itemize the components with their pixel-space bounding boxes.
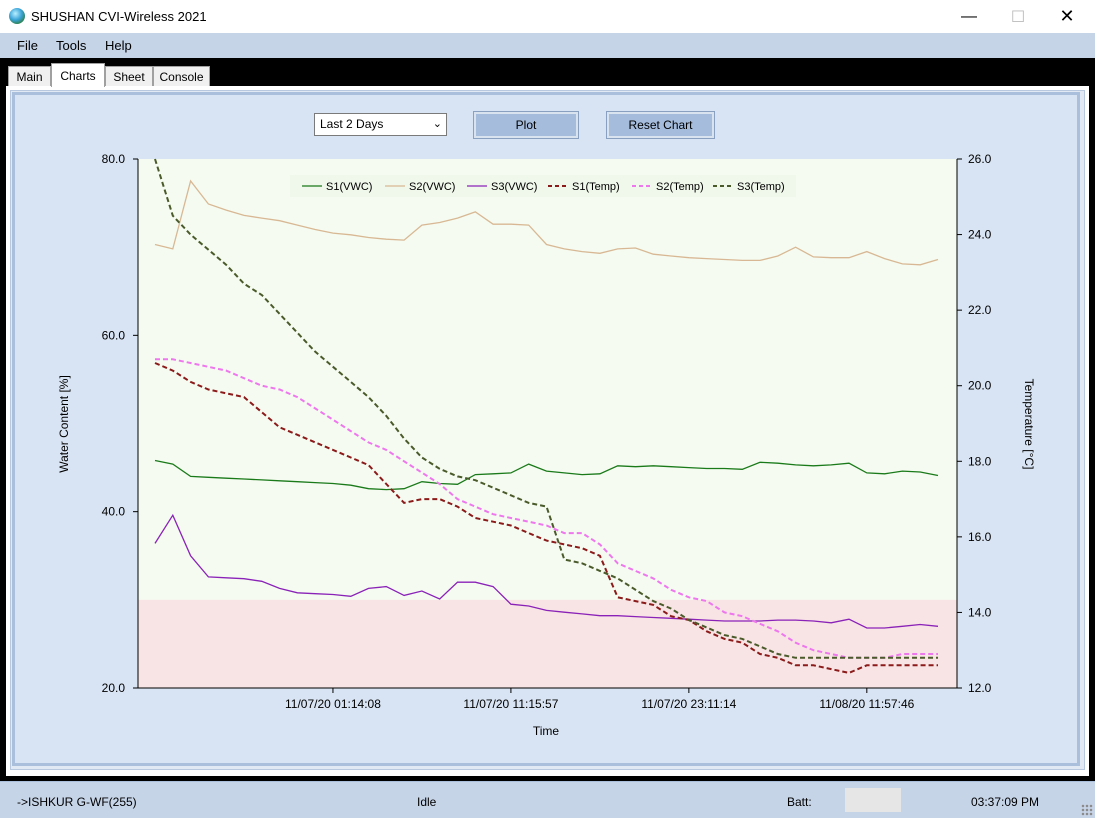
tab-main[interactable]: Main <box>8 66 51 86</box>
x-tick-label: 11/07/20 11:15:57 <box>463 697 558 711</box>
resize-grip-icon[interactable] <box>1081 804 1093 816</box>
state-status: Idle <box>417 795 437 809</box>
title-bar: SHUSHAN CVI-Wireless 2021 — ☐ ✕ <box>0 0 1095 33</box>
x-axis-title: Time <box>533 724 560 738</box>
status-bar: ->ISHKUR G-WF(255) Idle Batt: 03:37:09 P… <box>0 781 1095 818</box>
x-tick-label: 11/07/20 23:11:14 <box>641 697 736 711</box>
battery-label: Batt: <box>787 795 812 809</box>
y2-tick-label: 14.0 <box>968 605 992 619</box>
minimize-button[interactable]: — <box>961 7 977 25</box>
legend-label: S2(VWC) <box>409 181 455 193</box>
window-title: SHUSHAN CVI-Wireless 2021 <box>31 9 207 24</box>
legend-label: S1(VWC) <box>326 181 372 193</box>
series-line-s2-temp <box>155 358 938 659</box>
y2-tick-label: 12.0 <box>968 681 992 695</box>
menu-tools[interactable]: Tools <box>56 38 87 53</box>
legend-label: S3(VWC) <box>491 181 537 193</box>
device-status: ->ISHKUR G-WF(255) <box>17 795 137 809</box>
y2-axis-title: Temperature [°C] <box>1022 379 1036 470</box>
tab-console[interactable]: Console <box>153 66 210 86</box>
y-tick-label: 20.0 <box>102 681 126 695</box>
tab-sheet[interactable]: Sheet <box>105 66 153 86</box>
y-tick-label: 40.0 <box>102 505 126 519</box>
tab-charts[interactable]: Charts <box>51 63 105 87</box>
y2-tick-label: 26.0 <box>968 152 992 166</box>
series-line-s1-vwc <box>154 459 939 491</box>
low-water-band <box>138 599 957 688</box>
y2-tick-label: 16.0 <box>968 530 992 544</box>
close-button[interactable]: ✕ <box>1059 6 1075 26</box>
clock-status: 03:37:09 PM <box>971 795 1040 809</box>
y-tick-label: 60.0 <box>102 328 126 342</box>
legend-label: S3(Temp) <box>737 181 785 193</box>
time-range-select[interactable]: Last 2 Days ⌄ <box>314 113 447 136</box>
maximize-button[interactable]: ☐ <box>1010 8 1026 26</box>
legend-label: S2(Temp) <box>656 181 704 193</box>
chevron-down-icon: ⌄ <box>432 118 442 130</box>
plot-button[interactable]: Plot <box>473 111 579 139</box>
x-tick-label: 11/07/20 01:14:08 <box>285 697 381 711</box>
y-axis-title: Water Content [%] <box>57 375 71 473</box>
reset-chart-button[interactable]: Reset Chart <box>606 111 715 139</box>
x-tick-label: 11/08/20 11:57:46 <box>819 697 914 711</box>
y-tick-label: 80.0 <box>102 152 126 166</box>
legend-label: S1(Temp) <box>572 181 620 193</box>
series-line-s2-vwc <box>154 179 939 266</box>
series-line-s3-vwc <box>154 513 939 629</box>
menu-help[interactable]: Help <box>105 38 132 53</box>
series-line-s1-temp <box>154 362 938 674</box>
menu-file[interactable]: File <box>17 38 38 53</box>
time-range-value: Last 2 Days <box>320 117 384 131</box>
battery-indicator <box>845 788 901 812</box>
legend-box <box>290 175 796 197</box>
y2-tick-label: 18.0 <box>968 454 992 468</box>
app-globe-icon <box>9 8 25 24</box>
y2-tick-label: 20.0 <box>968 379 992 393</box>
y2-tick-label: 24.0 <box>968 228 992 242</box>
y2-tick-label: 22.0 <box>968 303 992 317</box>
menu-bar: File Tools Help <box>0 33 1095 58</box>
